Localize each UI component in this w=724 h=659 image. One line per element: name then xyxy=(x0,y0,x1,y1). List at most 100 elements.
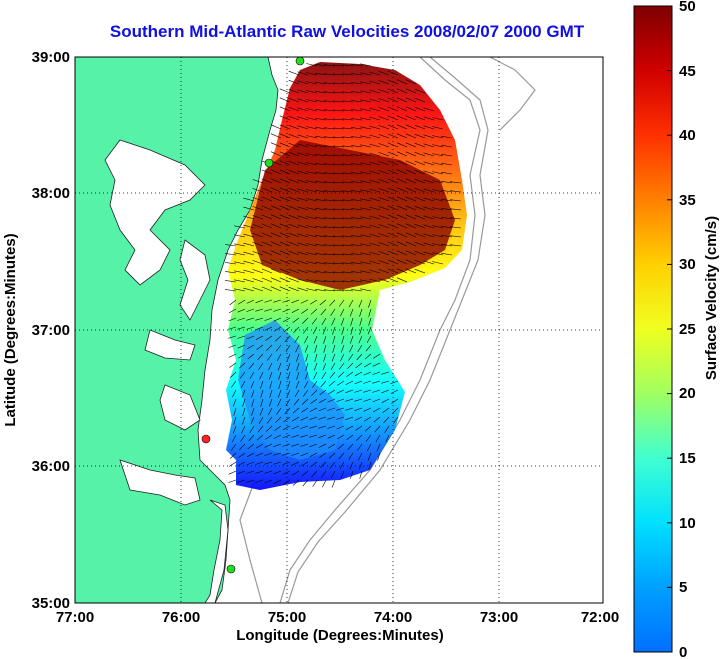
velocity-vector xyxy=(378,80,390,85)
velocity-vector xyxy=(405,259,417,265)
velocity-vector xyxy=(360,243,372,247)
velocity-vector xyxy=(264,308,273,312)
velocity-vector xyxy=(378,278,390,283)
velocity-vector xyxy=(341,326,345,335)
velocity-vector xyxy=(387,169,399,175)
velocity-vector xyxy=(333,199,345,202)
velocity-vector xyxy=(396,259,408,265)
velocity-vector xyxy=(359,326,363,335)
velocity-vector xyxy=(387,88,399,94)
velocity-vector xyxy=(378,170,390,175)
velocity-vector xyxy=(291,443,300,447)
velocity-vector xyxy=(229,362,237,368)
velocity-vector xyxy=(279,97,291,103)
velocity-vector xyxy=(423,197,435,202)
velocity-vector xyxy=(396,268,408,274)
velocity-vector xyxy=(327,434,336,439)
velocity-vector xyxy=(270,250,282,256)
velocity-vector xyxy=(225,280,237,283)
velocity-vector xyxy=(321,317,327,326)
velocity-vector xyxy=(330,470,336,479)
velocity-vector xyxy=(396,169,408,175)
velocity-vector xyxy=(374,425,381,433)
velocity-vector xyxy=(351,253,363,256)
velocity-vector xyxy=(336,416,345,420)
velocity-vector xyxy=(360,279,372,283)
velocity-vector xyxy=(291,425,300,430)
velocity-vector xyxy=(342,73,354,76)
velocity-vector xyxy=(333,82,345,85)
velocity-vector xyxy=(333,172,345,175)
velocity-vector xyxy=(342,199,354,202)
velocity-vector xyxy=(349,344,354,353)
velocity-vector xyxy=(360,270,372,274)
velocity-vector xyxy=(300,416,309,421)
velocity-vector xyxy=(276,353,282,362)
velocity-vector xyxy=(255,299,264,304)
velocity-vector xyxy=(243,224,255,229)
velocity-vector xyxy=(396,106,408,112)
velocity-vector xyxy=(342,100,354,103)
velocity-vector xyxy=(360,189,372,193)
velocity-vector xyxy=(369,278,381,283)
velocity-vector xyxy=(423,206,435,211)
velocity-vector xyxy=(288,205,300,211)
velocity-vector xyxy=(311,317,318,325)
velocity-vector xyxy=(346,434,354,441)
velocity-vector xyxy=(294,335,300,343)
velocity-vector xyxy=(351,235,363,238)
velocity-vector xyxy=(432,243,444,247)
velocity-vector xyxy=(450,217,462,220)
velocity-vector xyxy=(324,253,336,256)
velocity-vector xyxy=(324,199,336,202)
velocity-vector xyxy=(333,109,345,112)
velocity-vector xyxy=(324,226,336,229)
velocity-vector xyxy=(315,243,327,247)
velocity-vector xyxy=(369,251,381,256)
velocity-vector xyxy=(340,308,345,317)
velocity-vector xyxy=(273,452,282,456)
velocity-vector xyxy=(255,326,264,331)
velocity-vector xyxy=(330,362,336,371)
velocity-vector xyxy=(387,241,399,247)
velocity-vector xyxy=(351,217,363,220)
velocity-vector xyxy=(345,416,354,421)
velocity-vector xyxy=(342,190,354,193)
velocity-vector xyxy=(405,115,417,121)
colorbar: 50 45 40 35 30 25 20 15 10 5 0 Surface V… xyxy=(633,0,720,659)
velocity-vector xyxy=(246,479,255,483)
velocity-vector xyxy=(278,389,282,398)
velocity-vector xyxy=(360,63,372,67)
velocity-vector xyxy=(360,135,372,139)
velocity-vector xyxy=(360,207,372,211)
velocity-vector xyxy=(342,109,354,112)
velocity-vector xyxy=(234,288,246,292)
velocity-vector xyxy=(336,425,345,430)
velocity-vector xyxy=(368,317,372,326)
velocity-vector xyxy=(238,353,246,359)
velocity-vector xyxy=(351,154,363,157)
velocity-vector xyxy=(282,317,291,323)
velocity-vector xyxy=(350,317,354,326)
velocity-vector xyxy=(306,99,318,103)
velocity-vector xyxy=(320,380,327,388)
velocity-vector xyxy=(378,179,390,184)
velocity-vector xyxy=(405,241,417,247)
velocity-vector xyxy=(396,250,408,256)
colorbar-tick: 5 xyxy=(679,579,687,596)
velocity-vector xyxy=(364,416,372,422)
velocity-vector xyxy=(251,389,255,398)
velocity-vector xyxy=(225,253,237,256)
velocity-vector xyxy=(364,353,372,360)
velocity-vector xyxy=(306,126,318,130)
velocity-vector xyxy=(381,371,390,375)
velocity-vector xyxy=(336,389,345,394)
velocity-vector xyxy=(378,251,390,256)
velocity-vector xyxy=(314,362,318,371)
velocity-vector xyxy=(250,416,255,425)
velocity-vector xyxy=(351,244,363,247)
velocity-vector xyxy=(238,362,246,369)
velocity-vector xyxy=(369,152,381,157)
velocity-vector xyxy=(423,188,435,193)
velocity-vector xyxy=(252,251,264,256)
